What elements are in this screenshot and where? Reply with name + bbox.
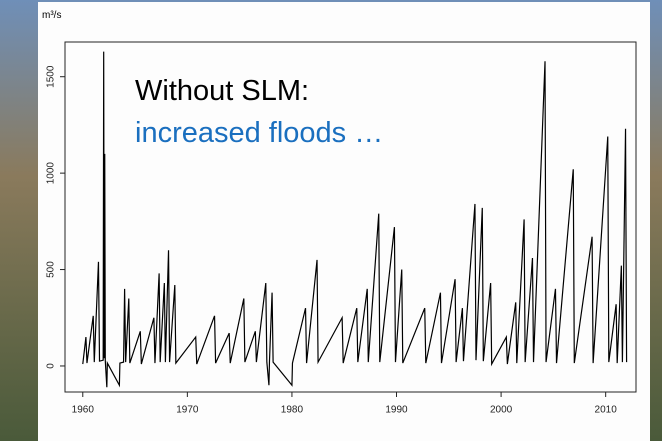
x-tick-label: 1980 [281, 405, 304, 416]
annotation: Without SLM: [135, 75, 309, 107]
annotation: increased floods … [135, 117, 383, 149]
y-tick-label: 1000 [46, 162, 57, 185]
x-tick-label: 2010 [595, 405, 618, 416]
series-line [82, 51, 628, 388]
y-tick-label: 1500 [46, 65, 57, 88]
chart-panel [38, 2, 650, 441]
x-tick-label: 2000 [490, 405, 513, 416]
x-tick-label: 1960 [72, 405, 95, 416]
y-tick-label: 0 [46, 363, 57, 369]
y-tick-label: 500 [46, 261, 57, 278]
x-tick-label: 1990 [385, 405, 408, 416]
plot-frame [64, 41, 637, 393]
x-tick-label: 1970 [176, 405, 199, 416]
y-axis-label: m³/s [42, 10, 61, 21]
